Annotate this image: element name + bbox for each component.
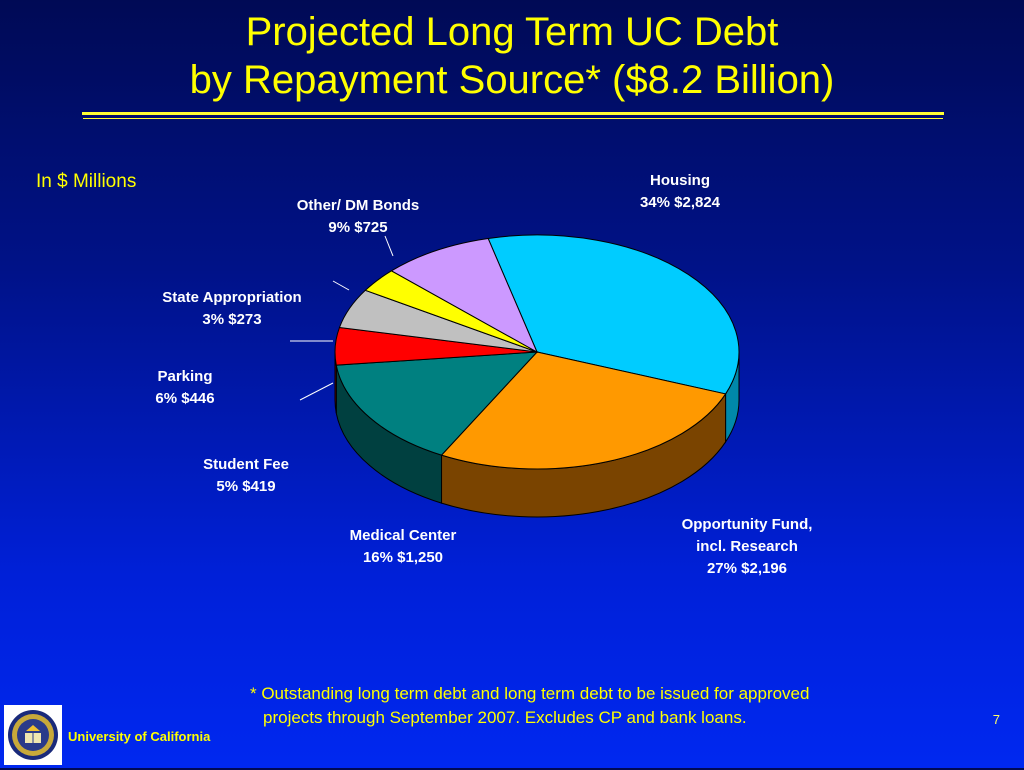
slice-name: Medical Center (349, 527, 457, 544)
units-label: In $ Millions (36, 171, 137, 192)
slice-label-student-fee: Student Fee 5% $419 (203, 454, 289, 498)
footnote: * Outstanding long term debt and long te… (250, 682, 809, 730)
slice-label-state-appropriation: State Appropriation 3% $273 (162, 287, 301, 331)
slice-name: Other/ DM Bonds (296, 197, 420, 214)
title-line-2: by Repayment Source* ($8.2 Billion) (189, 58, 835, 102)
slice-name: State Appropriation (162, 289, 302, 306)
slice-name: Housing (649, 172, 710, 189)
slice-label-housing: Housing 34% $2,824 (640, 170, 720, 214)
slice-value: 3% $273 (202, 311, 262, 328)
slice-value: 16% $1,250 (362, 549, 444, 566)
page-number: 7 (992, 712, 1000, 727)
pie-slice-other-dm-bonds (390, 237, 539, 354)
university-name: University of California (68, 729, 211, 744)
leader-line (332, 280, 350, 291)
slice-label-medical-center: Medical Center 16% $1,250 (350, 525, 457, 569)
slice-value: 34% $2,824 (639, 194, 721, 211)
slice-name: Parking (157, 368, 213, 385)
slice-value: 6% $446 (155, 390, 215, 407)
title-line-1: Projected Long Term UC Debt (245, 10, 779, 54)
slice-value: 9% $725 (328, 219, 388, 236)
footnote-line-2: projects through September 2007. Exclude… (263, 708, 747, 727)
slice-value: 27% $2,196 (706, 560, 788, 577)
slice-label-parking: Parking 6% $446 (155, 366, 214, 410)
slice-name: Opportunity Fund, (681, 516, 813, 533)
slice-value: 5% $419 (216, 478, 276, 495)
slice-label-opportunity-fund-incl-research: Opportunity Fund, incl. Research 27% $2,19… (682, 514, 813, 580)
uc-seal-logo (4, 705, 62, 765)
pie-tops (334, 234, 740, 470)
footnote-line-1: * Outstanding long term debt and long te… (250, 684, 810, 703)
title-underline (82, 112, 944, 115)
slice-label-other-dm-bonds: Other/ DM Bonds 9% $725 (297, 195, 420, 239)
pie-slice-medical-center (335, 351, 539, 456)
leader-line (299, 382, 334, 401)
pie-slice-opportunity-fund-incl-research (440, 351, 727, 470)
seal-icon (8, 710, 58, 760)
slice-name: Student Fee (203, 456, 289, 473)
slice-name: incl. Research (696, 538, 798, 555)
slide-title: Projected Long Term UC Debt by Repayment… (0, 8, 1024, 104)
leader-line (384, 235, 394, 257)
pie-slice-housing (487, 234, 740, 395)
